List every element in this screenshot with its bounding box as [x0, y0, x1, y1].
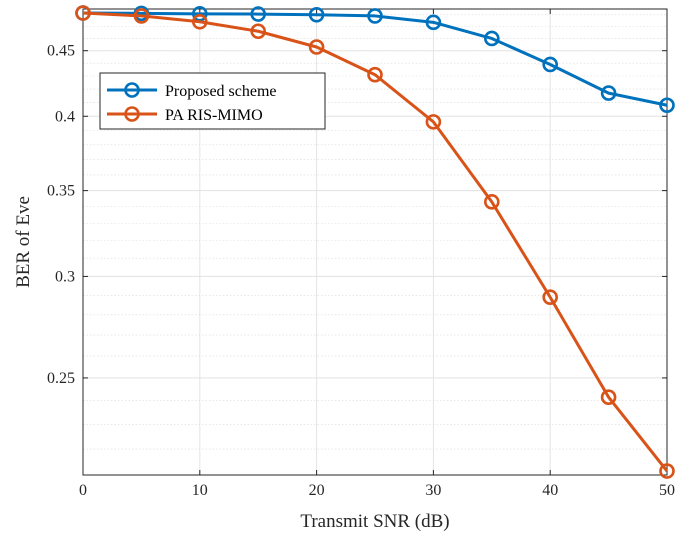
x-tick-label: 20 — [309, 482, 325, 499]
data-point-proposed-scheme — [425, 14, 442, 31]
data-point-proposed-scheme — [542, 56, 559, 73]
x-tick-label: 0 — [79, 482, 87, 499]
y-tick-label: 0.35 — [47, 183, 75, 200]
axis-ticks — [82, 9, 668, 475]
x-tick-label: 40 — [542, 482, 558, 499]
data-point-pa-ris-mimo — [192, 13, 208, 30]
data-point-pa-ris-mimo — [542, 289, 559, 306]
series-line-pa-ris-mimo — [82, 11, 669, 472]
legend: Proposed scheme PA RIS-MIMO — [99, 72, 326, 130]
x-tick-label: 10 — [192, 482, 208, 499]
data-point-proposed-scheme — [600, 85, 617, 101]
data-point-pa-ris-mimo — [600, 389, 617, 405]
legend-marker-pa-ris-mimo — [124, 106, 140, 122]
series-line-proposed-scheme — [82, 11, 668, 107]
y-tick-label: 0.45 — [47, 43, 75, 60]
data-point-proposed-scheme — [308, 6, 325, 23]
y-tick-label: 0.3 — [55, 268, 75, 285]
data-point-proposed-scheme — [659, 97, 675, 114]
x-tick-labels: 0 10 20 30 40 50 — [79, 482, 675, 499]
y-tick-label: 0.4 — [55, 108, 75, 125]
data-point-pa-ris-mimo — [308, 39, 325, 55]
x-tick-label: 30 — [425, 482, 441, 499]
data-point-proposed-scheme — [483, 30, 500, 47]
legend-marker-proposed — [124, 82, 140, 98]
series-pa-ris-mimo — [75, 5, 675, 479]
x-tick-label: 50 — [659, 482, 675, 499]
data-point-proposed-scheme — [250, 6, 267, 22]
y-tick-labels: 0.25 0.3 0.35 0.4 0.45 — [47, 43, 75, 387]
data-point-pa-ris-mimo — [250, 23, 267, 40]
legend-box — [99, 72, 326, 130]
data-point-pa-ris-mimo — [659, 463, 675, 479]
data-point-pa-ris-mimo — [483, 194, 500, 210]
legend-label-pa-ris-mimo: PA RIS-MIMO — [165, 107, 263, 124]
data-point-proposed-scheme — [367, 8, 383, 24]
data-point-pa-ris-mimo — [425, 114, 442, 130]
legend-label-proposed: Proposed scheme — [165, 83, 277, 100]
y-tick-label: 0.25 — [47, 370, 75, 387]
data-point-pa-ris-mimo — [367, 66, 383, 83]
y-axis-label: BER of Eve — [13, 196, 34, 288]
data-point-pa-ris-mimo — [133, 8, 150, 24]
series-layer — [75, 5, 675, 479]
data-point-pa-ris-mimo — [75, 5, 91, 21]
x-axis-label: Transmit SNR (dB) — [300, 511, 449, 532]
